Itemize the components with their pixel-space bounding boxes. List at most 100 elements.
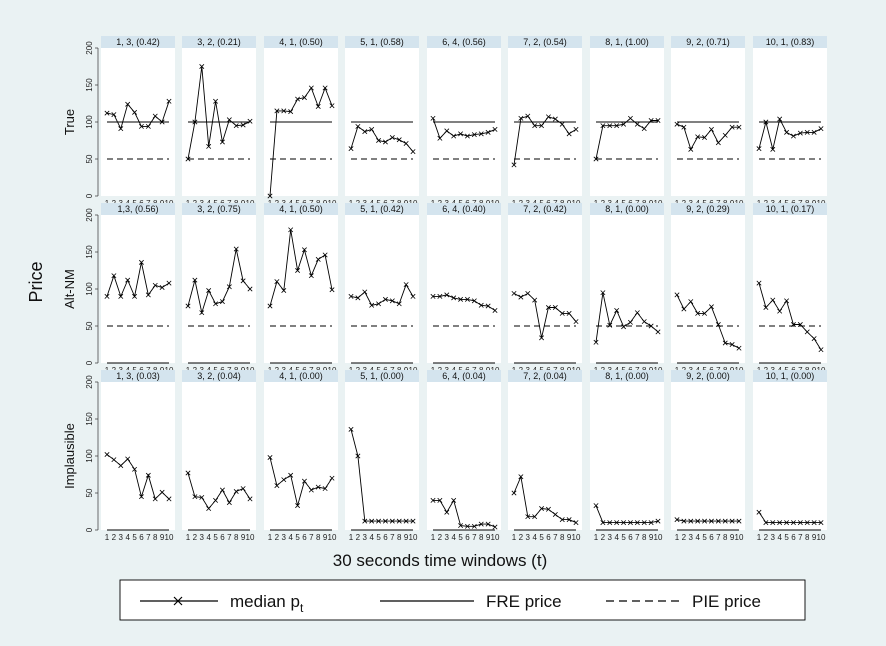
panel-title: 4, 1, (0.00): [279, 371, 323, 381]
row-label-alt-nm: Alt-NM: [62, 269, 77, 309]
panel-plot-area: [753, 382, 827, 530]
legend-median-label-main: median p: [230, 592, 300, 611]
x-tick-label: 3: [445, 533, 450, 542]
x-tick-label: 4: [695, 533, 700, 542]
panel-title: 5, 1, (0.58): [360, 37, 404, 47]
x-tick-label: 3: [689, 533, 694, 542]
x-tick-label: 10: [735, 533, 744, 542]
panel-plot-area: [590, 215, 664, 363]
x-tick-label: 2: [356, 533, 361, 542]
x-tick-label: 2: [438, 533, 443, 542]
panel-plot-area: [671, 382, 745, 530]
x-tick-label: 2: [112, 533, 117, 542]
x-tick-label: 6: [546, 533, 551, 542]
panel-title: 4, 1, (0.50): [279, 204, 323, 214]
x-tick-label: 6: [220, 533, 225, 542]
y-tick-label: 50: [85, 154, 94, 163]
x-tick-label: 5: [213, 533, 218, 542]
y-tick-label: 150: [85, 245, 94, 259]
panel-title: 9, 2, (0.29): [686, 204, 730, 214]
panel-title: 6, 4, (0.56): [442, 37, 486, 47]
panel-plot-area: [182, 382, 256, 530]
x-tick-label: 8: [397, 533, 402, 542]
y-tick-label: 0: [85, 360, 94, 365]
x-tick-label: 8: [316, 533, 321, 542]
x-tick-label: 6: [383, 533, 388, 542]
panel-title: 9, 2, (0.00): [686, 371, 730, 381]
x-tick-label: 3: [608, 533, 613, 542]
x-tick-label: 10: [817, 533, 826, 542]
panel-plot-area: [264, 382, 338, 530]
panel-title: 1, 3, (0.42): [116, 37, 160, 47]
x-tick-label: 10: [246, 533, 255, 542]
x-tick-label: 10: [165, 533, 174, 542]
y-tick-label: 100: [85, 282, 94, 296]
panel-plot-area: [427, 382, 501, 530]
x-tick-label: 1: [186, 533, 191, 542]
x-tick-label: 7: [472, 533, 477, 542]
y-tick-label: 150: [85, 412, 94, 426]
x-tick-label: 5: [295, 533, 300, 542]
x-tick-label: 3: [282, 533, 287, 542]
x-tick-label: 1: [268, 533, 273, 542]
x-tick-label: 1: [675, 533, 680, 542]
x-tick-label: 2: [275, 533, 280, 542]
x-tick-label: 4: [206, 533, 211, 542]
y-tick-label: 50: [85, 488, 94, 497]
x-tick-label: 10: [654, 533, 663, 542]
legend-pie-label: PIE price: [692, 592, 761, 611]
y-tick-label: 100: [85, 449, 94, 463]
x-tick-label: 7: [309, 533, 314, 542]
x-tick-label: 2: [193, 533, 198, 542]
panel-plot-area: [182, 215, 256, 363]
x-tick-label: 1: [512, 533, 517, 542]
x-tick-label: 3: [526, 533, 531, 542]
x-tick-label: 1: [757, 533, 762, 542]
panel-plot-area: [427, 215, 501, 363]
panel-title: 9, 2, (0.71): [686, 37, 730, 47]
x-tick-label: 2: [519, 533, 524, 542]
row-label-true: True: [62, 109, 77, 135]
x-tick-label: 8: [805, 533, 810, 542]
x-tick-label: 4: [125, 533, 130, 542]
x-tick-label: 4: [288, 533, 293, 542]
panel-title: 3, 2, (0.75): [197, 204, 241, 214]
x-tick-label: 4: [614, 533, 619, 542]
x-tick-label: 1: [431, 533, 436, 542]
x-tick-label: 7: [146, 533, 151, 542]
x-tick-label: 8: [153, 533, 158, 542]
x-tick-label: 1: [105, 533, 110, 542]
y-tick-label: 0: [85, 193, 94, 198]
x-tick-label: 7: [553, 533, 558, 542]
y-tick-label: 0: [85, 527, 94, 532]
x-tick-label: 10: [409, 533, 418, 542]
legend: median pt FRE price PIE price: [120, 580, 805, 620]
x-tick-label: 6: [465, 533, 470, 542]
x-tick-label: 8: [560, 533, 565, 542]
panel-title: 4, 1, (0.50): [279, 37, 323, 47]
panel-title: 6, 4, (0.04): [442, 371, 486, 381]
x-tick-label: 6: [139, 533, 144, 542]
panel-title: 10, 1, (0.00): [766, 371, 815, 381]
x-tick-label: 7: [227, 533, 232, 542]
x-tick-label: 6: [791, 533, 796, 542]
x-tick-label: 1: [594, 533, 599, 542]
x-tick-label: 4: [532, 533, 537, 542]
y-axis-title: Price: [26, 261, 46, 302]
x-tick-label: 5: [702, 533, 707, 542]
panel-title: 10, 1, (0.83): [766, 37, 815, 47]
x-tick-label: 7: [635, 533, 640, 542]
x-tick-label: 4: [369, 533, 374, 542]
x-axis-title: 30 seconds time windows (t): [333, 551, 547, 570]
x-tick-label: 8: [234, 533, 239, 542]
x-tick-label: 8: [723, 533, 728, 542]
x-tick-label: 2: [764, 533, 769, 542]
panel-plot-area: [345, 215, 419, 363]
y-tick-label: 150: [85, 78, 94, 92]
x-tick-label: 10: [491, 533, 500, 542]
x-tick-label: 5: [458, 533, 463, 542]
x-tick-label: 7: [390, 533, 395, 542]
x-tick-label: 4: [777, 533, 782, 542]
x-tick-label: 7: [798, 533, 803, 542]
